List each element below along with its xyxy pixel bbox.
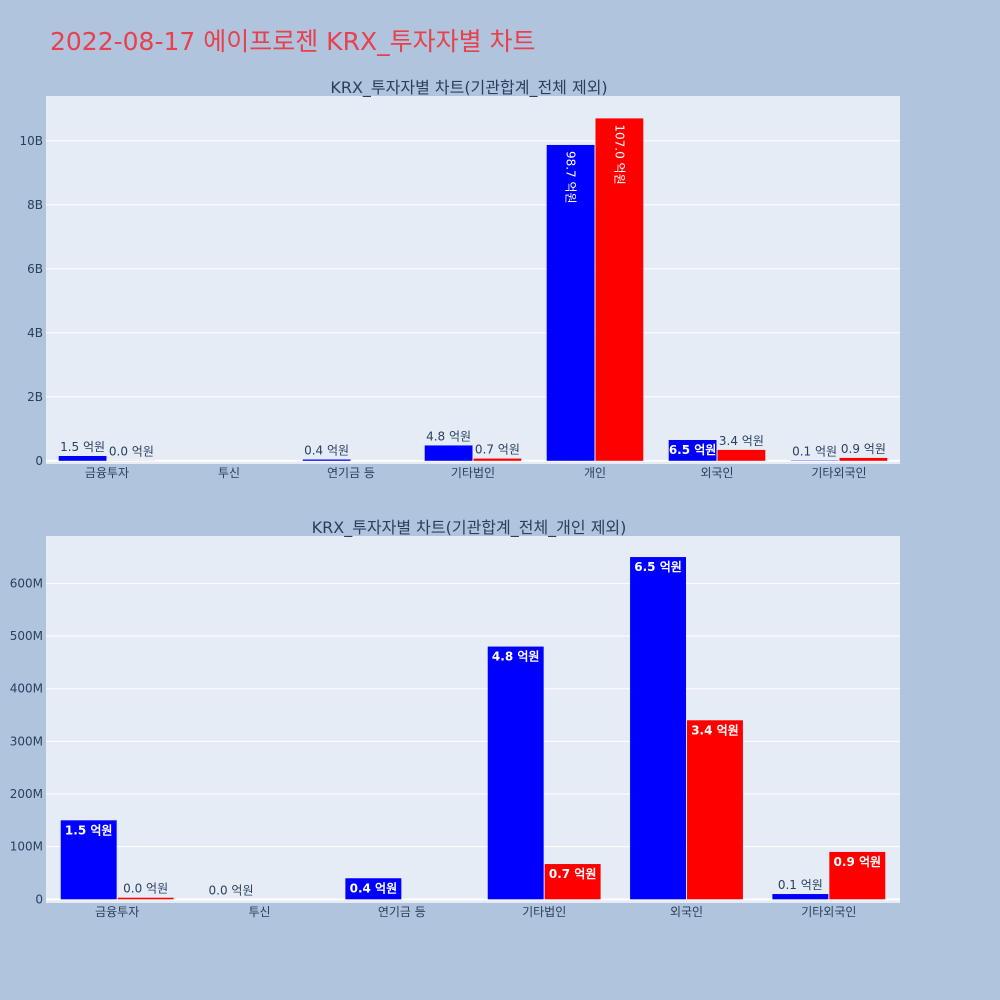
y-tick-label: 0 (35, 454, 43, 468)
y-tick-label: 100M (10, 840, 43, 854)
bar-data-label: 1.5 억원 (65, 823, 113, 837)
bar-data-label: 0.9 억원 (834, 855, 882, 869)
x-tick-label: 기타법인 (522, 905, 566, 919)
y-tick-label: 6B (27, 262, 43, 276)
y-tick-label: 300M (10, 734, 43, 748)
bar-data-label: 6.5 억원 (634, 560, 682, 574)
x-tick-label: 기타법인 (451, 466, 495, 480)
page-title: 2022-08-17 에이프로젠 KRX_투자자별 차트 (50, 27, 536, 56)
bar-data-label: 3.4 억원 (691, 723, 739, 737)
y-tick-label: 200M (10, 787, 43, 801)
x-tick-label: 개인 (584, 466, 606, 480)
bar (595, 118, 644, 461)
bar-data-label: 4.8 억원 (426, 429, 471, 443)
bar-data-label: 0.0 억원 (123, 882, 168, 896)
x-tick-label: 투신 (248, 905, 270, 919)
x-tick-label: 외국인 (700, 466, 733, 480)
x-tick-label: 투신 (218, 466, 240, 480)
x-tick-label: 금융투자 (85, 466, 129, 480)
bar (487, 646, 544, 900)
bar-data-label: 0.7 억원 (549, 867, 597, 881)
bar-data-label: 4.8 억원 (492, 650, 540, 664)
bar (829, 851, 886, 900)
bar (424, 445, 473, 461)
bar-data-label: 0.7 억원 (475, 443, 520, 457)
y-tick-label: 10B (19, 134, 43, 148)
y-tick-label: 500M (10, 629, 43, 643)
bar (117, 897, 174, 900)
plot-area (46, 96, 900, 464)
plot-area (46, 536, 900, 903)
chart-title: KRX_투자자별 차트(기관합계_전체 제외) (330, 78, 607, 98)
y-tick-label: 600M (10, 576, 43, 590)
bar (717, 449, 766, 461)
bar-data-label: 1.5 억원 (60, 440, 105, 454)
bar (473, 458, 522, 461)
y-tick-label: 2B (27, 390, 43, 404)
y-tick-label: 0 (35, 892, 43, 906)
bar-data-label: 98.7 억원 (564, 151, 578, 204)
x-tick-label: 연기금 등 (378, 905, 426, 919)
y-tick-label: 4B (27, 326, 43, 340)
y-tick-label: 400M (10, 682, 43, 696)
bar (839, 457, 888, 461)
x-tick-label: 연기금 등 (327, 466, 375, 480)
bar (58, 456, 107, 461)
bar-data-label: 6.5 억원 (669, 443, 717, 457)
bar-data-label: 107.0 억원 (612, 124, 626, 184)
chart-title: KRX_투자자별 차트(기관합계_전체_개인 제외) (312, 518, 627, 538)
x-tick-label: 외국인 (670, 905, 703, 919)
bar (544, 864, 601, 900)
x-tick-label: 금융투자 (95, 905, 139, 919)
bar-data-label: 0.4 억원 (304, 444, 349, 458)
bar-data-label: 0.9 억원 (841, 442, 886, 456)
bar-data-label: 0.4 억원 (350, 881, 398, 895)
bar-data-label: 0.0 억원 (109, 445, 154, 459)
bar-data-label: 0.0 억원 (209, 883, 254, 897)
bar-data-label: 0.1 억원 (778, 878, 823, 892)
chart-all-investors: 0 2B 4B 6B 8B 10B KRX_투자자별 차트(기관합계_전체 제외) 금융투자 1… (19, 78, 900, 480)
bar (687, 720, 743, 900)
y-tick-label: 8B (27, 198, 43, 212)
bar (60, 820, 117, 900)
bar (668, 440, 717, 461)
bar-data-label: 3.4 억원 (719, 434, 764, 448)
x-tick-label: 기타외국인 (801, 905, 856, 919)
bar (345, 878, 402, 900)
bar (302, 459, 351, 461)
bar (630, 557, 686, 900)
bar (546, 144, 595, 461)
x-tick-label: 기타외국인 (811, 466, 866, 480)
bar (772, 894, 829, 900)
bar-data-label: 0.1 억원 (792, 444, 837, 458)
